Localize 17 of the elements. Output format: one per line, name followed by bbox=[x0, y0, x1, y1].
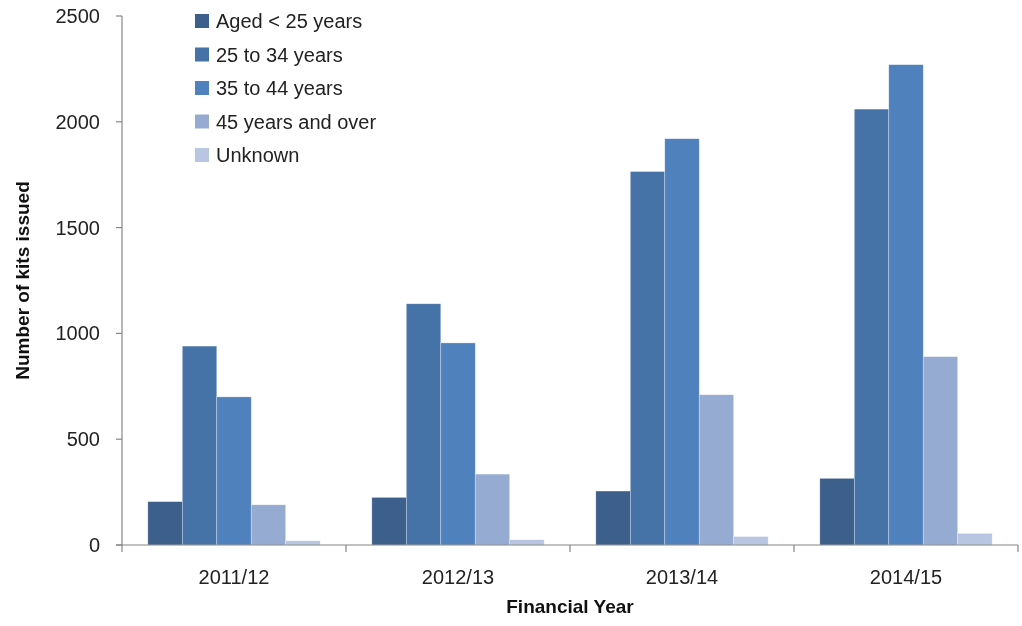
y-axis-title: Number of kits issued bbox=[12, 181, 33, 380]
y-tick-label: 1500 bbox=[55, 216, 100, 239]
x-tick-label: 2013/14 bbox=[645, 566, 719, 588]
y-tick-label: 500 bbox=[66, 428, 100, 451]
x-tick-label: 2011/12 bbox=[198, 566, 270, 588]
legend-label: 35 to 44 years bbox=[216, 77, 343, 99]
legend-label: 45 years and over bbox=[216, 110, 377, 133]
y-tick-label: 0 bbox=[88, 534, 100, 556]
legend-label: Aged < 25 years bbox=[216, 10, 363, 32]
x-tick-label: 2014/15 bbox=[869, 566, 943, 588]
y-tick-label: 2500 bbox=[55, 5, 100, 27]
y-tick-label: 1000 bbox=[55, 322, 100, 345]
x-axis-title: Financial Year bbox=[506, 596, 635, 617]
x-tick-label: 2012/13 bbox=[421, 566, 495, 588]
legend-label: Unknown bbox=[216, 144, 300, 166]
y-tick-label: 2000 bbox=[55, 110, 100, 133]
legend-label: 25 to 34 years bbox=[216, 43, 343, 66]
